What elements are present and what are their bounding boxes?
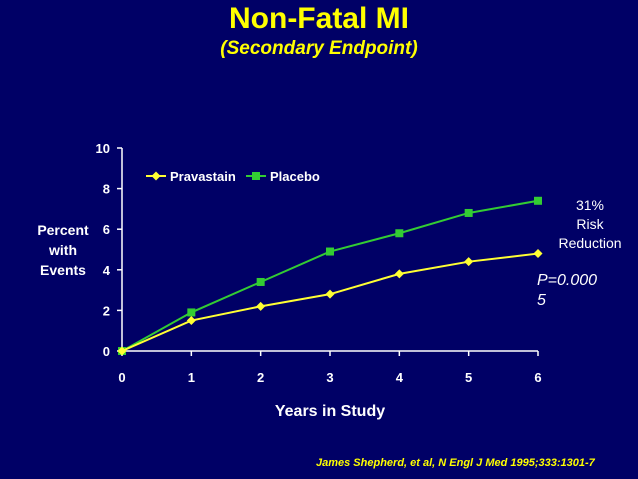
- data-point-pravastain: [464, 257, 474, 267]
- annotation-line: 31%: [575, 197, 605, 213]
- data-point-placebo: [252, 172, 260, 180]
- chart-subtitle: (Secondary Endpoint): [220, 38, 418, 59]
- series-line-placebo: [121, 199, 539, 352]
- x-tick-label: 6: [534, 370, 541, 385]
- data-point-placebo: [464, 208, 473, 217]
- annotation-line: Reduction: [558, 235, 622, 251]
- data-point-placebo: [534, 196, 542, 205]
- series-line-pravastain: [121, 252, 539, 352]
- legend-label-placebo: Placebo: [270, 169, 320, 184]
- p-value-annotation: P=0.000 5: [537, 271, 617, 311]
- x-tick-label: 4: [396, 370, 404, 385]
- data-point-pravastain: [186, 316, 196, 326]
- x-tick-label: 2: [257, 370, 264, 385]
- chart-title: Non-Fatal MI: [229, 2, 409, 35]
- y-tick-label: 8: [103, 182, 110, 197]
- y-axis-label-line: Percent: [37, 222, 89, 238]
- data-point-pravastain: [533, 249, 543, 259]
- y-axis-label: Percent with Events: [30, 220, 96, 280]
- x-axis-label: Years in Study: [275, 403, 385, 420]
- data-point-pravastain: [325, 289, 335, 299]
- x-tick-label: 1: [188, 370, 195, 385]
- y-tick-label: 10: [96, 141, 110, 156]
- data-point-pravastain: [394, 269, 404, 279]
- legend-label-pravastain: Pravastain: [170, 169, 236, 184]
- p-value-line: P=0.000: [537, 272, 598, 289]
- x-tick-label: 3: [326, 370, 333, 385]
- annotation-line: Risk: [576, 216, 604, 232]
- data-point-pravastain: [256, 301, 266, 311]
- data-point-pravastain: [151, 171, 161, 181]
- data-point-placebo: [256, 277, 265, 286]
- x-tick-label: 0: [118, 370, 125, 385]
- x-tick-label: 5: [465, 370, 472, 385]
- y-tick-label: 6: [103, 222, 110, 237]
- risk-reduction-annotation: 31% Risk Reduction: [552, 196, 628, 253]
- y-tick-label: 4: [103, 263, 111, 278]
- y-tick-label: 2: [103, 303, 110, 318]
- data-point-pravastain: [117, 346, 127, 356]
- y-tick-label: 0: [103, 344, 110, 359]
- data-point-placebo: [187, 308, 196, 317]
- citation: James Shepherd, et al, N Engl J Med 1995…: [316, 457, 595, 469]
- y-axis-label-line: Events: [40, 262, 86, 278]
- data-point-placebo: [395, 229, 404, 238]
- p-value-line: 5: [537, 292, 546, 309]
- data-point-placebo: [326, 247, 334, 256]
- y-axis-label-line: with: [49, 242, 77, 258]
